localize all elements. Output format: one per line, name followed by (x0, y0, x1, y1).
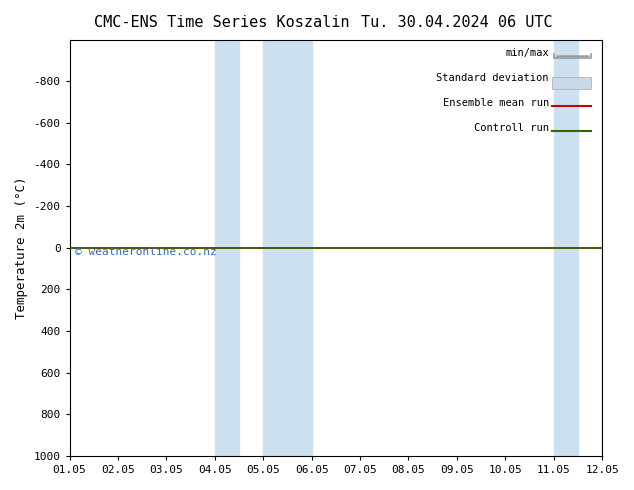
Bar (553, 40, 578, 456)
Text: Controll run: Controll run (474, 123, 549, 133)
Bar (602, 40, 634, 456)
Y-axis label: Temperature 2m (°C): Temperature 2m (°C) (15, 176, 28, 319)
Text: Standard deviation: Standard deviation (436, 73, 549, 83)
Text: © weatheronline.co.nz: © weatheronline.co.nz (75, 247, 217, 257)
Bar (263, 40, 312, 456)
Text: min/max: min/max (505, 48, 549, 58)
Text: CMC-ENS Time Series Koszalin: CMC-ENS Time Series Koszalin (94, 15, 349, 30)
Text: Ensemble mean run: Ensemble mean run (443, 98, 549, 108)
FancyBboxPatch shape (552, 77, 592, 90)
Text: Tu. 30.04.2024 06 UTC: Tu. 30.04.2024 06 UTC (361, 15, 552, 30)
Bar (215, 40, 239, 456)
